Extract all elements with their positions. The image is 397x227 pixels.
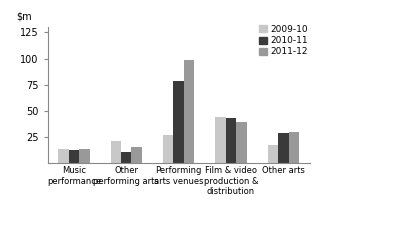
Bar	[268, 145, 278, 163]
Bar	[289, 132, 299, 163]
Bar	[110, 141, 121, 163]
Bar	[121, 152, 131, 163]
Legend: 2009-10, 2010-11, 2011-12: 2009-10, 2010-11, 2011-12	[259, 25, 308, 57]
Bar	[173, 81, 184, 163]
Bar	[278, 133, 289, 163]
Bar	[58, 149, 69, 163]
Bar	[79, 149, 90, 163]
Bar	[131, 147, 142, 163]
Bar	[236, 121, 247, 163]
Bar	[184, 60, 195, 163]
Bar	[69, 150, 79, 163]
Text: $m: $m	[16, 12, 32, 22]
Bar	[163, 135, 173, 163]
Bar	[215, 117, 226, 163]
Bar	[226, 118, 236, 163]
